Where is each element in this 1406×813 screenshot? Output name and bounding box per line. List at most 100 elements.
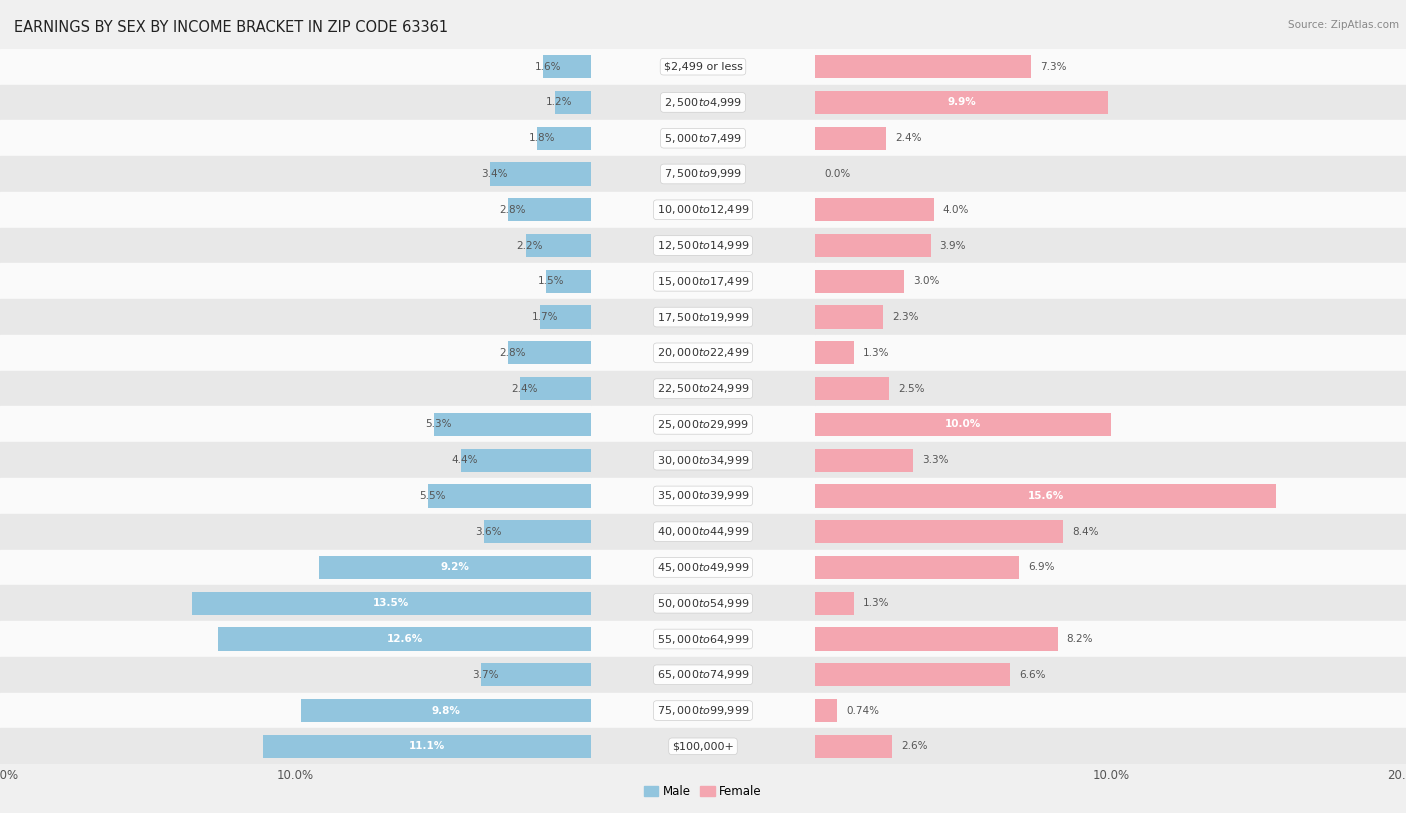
Bar: [815, 413, 1111, 436]
Text: 1.2%: 1.2%: [546, 98, 572, 107]
Bar: [0, 263, 591, 299]
Bar: [434, 413, 591, 436]
Text: 13.5%: 13.5%: [373, 598, 409, 608]
Text: $75,000 to $99,999: $75,000 to $99,999: [657, 704, 749, 717]
Text: 1.3%: 1.3%: [863, 348, 889, 358]
Bar: [0, 442, 591, 478]
Bar: [0, 550, 591, 585]
Bar: [815, 628, 1057, 650]
Bar: [0, 299, 591, 335]
Text: 11.1%: 11.1%: [409, 741, 444, 751]
Text: 9.8%: 9.8%: [432, 706, 460, 715]
Text: 3.3%: 3.3%: [922, 455, 948, 465]
Bar: [0, 514, 591, 550]
Bar: [263, 735, 591, 758]
Text: $40,000 to $44,999: $40,000 to $44,999: [657, 525, 749, 538]
Bar: [815, 592, 853, 615]
Bar: [591, 478, 815, 514]
Bar: [815, 341, 853, 364]
Bar: [815, 442, 1406, 478]
Text: 4.0%: 4.0%: [942, 205, 969, 215]
Bar: [815, 699, 838, 722]
Text: 3.6%: 3.6%: [475, 527, 502, 537]
Bar: [0, 657, 591, 693]
Bar: [0, 621, 591, 657]
Text: $35,000 to $39,999: $35,000 to $39,999: [657, 489, 749, 502]
Text: 2.4%: 2.4%: [510, 384, 537, 393]
Text: $30,000 to $34,999: $30,000 to $34,999: [657, 454, 749, 467]
Text: 2.4%: 2.4%: [896, 133, 922, 143]
Text: Source: ZipAtlas.com: Source: ZipAtlas.com: [1288, 20, 1399, 30]
Bar: [815, 485, 1277, 507]
Bar: [815, 478, 1406, 514]
Bar: [591, 85, 815, 120]
Bar: [815, 693, 1406, 728]
Bar: [815, 335, 1406, 371]
Bar: [591, 693, 815, 728]
Bar: [591, 335, 815, 371]
Text: 3.0%: 3.0%: [912, 276, 939, 286]
Bar: [591, 728, 815, 764]
Text: 0.74%: 0.74%: [846, 706, 879, 715]
Text: $25,000 to $29,999: $25,000 to $29,999: [657, 418, 749, 431]
Text: 3.4%: 3.4%: [481, 169, 508, 179]
Text: 5.5%: 5.5%: [419, 491, 446, 501]
Bar: [591, 657, 815, 693]
Bar: [815, 406, 1406, 442]
Bar: [484, 520, 591, 543]
Bar: [0, 406, 591, 442]
Text: 8.2%: 8.2%: [1067, 634, 1092, 644]
Bar: [0, 335, 591, 371]
Bar: [815, 55, 1031, 78]
Bar: [555, 91, 591, 114]
Text: $10,000 to $12,499: $10,000 to $12,499: [657, 203, 749, 216]
Bar: [815, 585, 1406, 621]
Text: 9.9%: 9.9%: [948, 98, 976, 107]
Text: 2.8%: 2.8%: [499, 348, 526, 358]
Bar: [591, 49, 815, 85]
Bar: [815, 299, 1406, 335]
Bar: [508, 198, 591, 221]
Text: $50,000 to $54,999: $50,000 to $54,999: [657, 597, 749, 610]
Text: 9.2%: 9.2%: [440, 563, 470, 572]
Text: 4.4%: 4.4%: [451, 455, 478, 465]
Bar: [591, 228, 815, 263]
Bar: [591, 442, 815, 478]
Bar: [591, 585, 815, 621]
Text: $22,500 to $24,999: $22,500 to $24,999: [657, 382, 749, 395]
Bar: [218, 628, 591, 650]
Bar: [191, 592, 591, 615]
Bar: [815, 735, 893, 758]
Text: $2,500 to $4,999: $2,500 to $4,999: [664, 96, 742, 109]
Bar: [591, 621, 815, 657]
Bar: [815, 263, 1406, 299]
Text: 12.6%: 12.6%: [387, 634, 423, 644]
Bar: [815, 728, 1406, 764]
Bar: [543, 55, 591, 78]
Bar: [0, 156, 591, 192]
Bar: [815, 550, 1406, 585]
Bar: [0, 120, 591, 156]
Bar: [815, 371, 1406, 406]
Text: EARNINGS BY SEX BY INCOME BRACKET IN ZIP CODE 63361: EARNINGS BY SEX BY INCOME BRACKET IN ZIP…: [14, 20, 449, 35]
Bar: [0, 478, 591, 514]
Text: 1.5%: 1.5%: [537, 276, 564, 286]
Text: 8.4%: 8.4%: [1073, 527, 1099, 537]
Bar: [815, 306, 883, 328]
Bar: [0, 228, 591, 263]
Bar: [815, 228, 1406, 263]
Text: 6.9%: 6.9%: [1028, 563, 1054, 572]
Bar: [591, 550, 815, 585]
Bar: [591, 263, 815, 299]
Bar: [815, 556, 1019, 579]
Text: 1.8%: 1.8%: [529, 133, 555, 143]
Text: $45,000 to $49,999: $45,000 to $49,999: [657, 561, 749, 574]
Bar: [319, 556, 591, 579]
Bar: [526, 234, 591, 257]
Bar: [815, 49, 1406, 85]
Text: 1.6%: 1.6%: [534, 62, 561, 72]
Bar: [815, 234, 931, 257]
Text: $5,000 to $7,499: $5,000 to $7,499: [664, 132, 742, 145]
Text: 10.0%: 10.0%: [945, 420, 981, 429]
Bar: [591, 371, 815, 406]
